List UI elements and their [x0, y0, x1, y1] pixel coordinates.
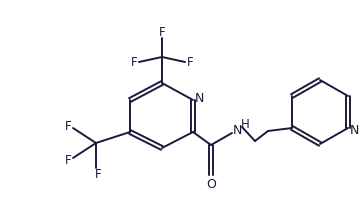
Text: N: N — [194, 92, 204, 105]
Text: F: F — [65, 120, 71, 133]
Text: F: F — [187, 56, 193, 69]
Text: F: F — [159, 26, 165, 39]
Text: O: O — [206, 178, 216, 191]
Text: F: F — [65, 153, 71, 166]
Text: N: N — [232, 123, 242, 136]
Text: N: N — [349, 123, 359, 136]
Text: F: F — [95, 168, 101, 181]
Text: H: H — [241, 117, 249, 130]
Text: F: F — [131, 56, 137, 69]
